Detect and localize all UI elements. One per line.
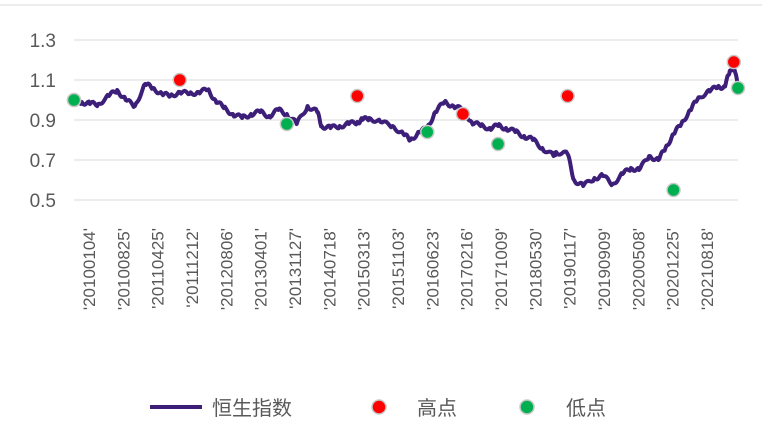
legend: 恒生指数 高点 低点	[150, 396, 606, 420]
low-point-marker	[490, 136, 506, 152]
legend-label: 低点	[566, 396, 606, 420]
x-tick-label: '20171009'	[492, 228, 511, 310]
x-tick-label: '20190909'	[595, 228, 614, 310]
high-point-marker	[172, 72, 188, 88]
x-tick-label: '20180530'	[526, 228, 545, 310]
x-tick-label: '20100825'	[114, 228, 133, 310]
legend-low-swatch	[519, 399, 535, 415]
x-tick-label: '20100104'	[80, 228, 99, 310]
y-tick-label: 0.9	[30, 111, 56, 132]
x-tick-label: '20201225'	[664, 228, 683, 310]
y-tick-label: 1.1	[30, 71, 56, 92]
x-tick-label: '20120806'	[217, 228, 236, 310]
x-tick-label: '20170216'	[458, 228, 477, 310]
high-point-marker	[350, 88, 365, 104]
x-tick-label: '20160623'	[423, 228, 442, 310]
low-point-marker	[420, 124, 435, 140]
y-tick-label: 0.5	[30, 191, 56, 212]
y-tick-label: 1.3	[30, 31, 56, 52]
y-axis: 0.5 0.7 0.9 1.1 1.3	[30, 31, 56, 212]
low-point-marker	[279, 116, 295, 132]
x-tick-label: '20151103'	[389, 228, 408, 309]
x-tick-label: '20131127'	[286, 228, 305, 309]
legend-high-swatch	[371, 399, 387, 415]
x-tick-label: '20190117'	[561, 228, 580, 309]
high-point-marker	[455, 106, 471, 122]
legend-label: 高点	[417, 396, 457, 420]
x-tick-label: '20130401'	[252, 228, 271, 310]
high-point-marker	[560, 88, 575, 104]
low-point-marker	[730, 80, 746, 96]
grid	[74, 39, 738, 201]
x-tick-label: '20150313'	[355, 228, 374, 310]
low-point-marker	[66, 92, 82, 108]
plot-area	[72, 62, 740, 188]
x-axis: '20100104' '20100825' '20110425' '20111212'…	[80, 228, 717, 310]
x-tick-label: '20110425'	[149, 228, 168, 309]
x-tick-label: '20210818'	[698, 228, 717, 310]
y-tick-label: 0.7	[30, 151, 56, 172]
legend-label: 恒生指数	[212, 396, 292, 420]
x-tick-label: '20200508'	[629, 228, 648, 310]
low-point-marker	[666, 182, 681, 198]
series-line-hsi	[72, 62, 740, 188]
x-tick-label: '20140718'	[320, 228, 339, 310]
high-point-marker	[726, 54, 742, 70]
x-tick-label: '20111212'	[183, 228, 202, 308]
markers	[66, 54, 746, 198]
